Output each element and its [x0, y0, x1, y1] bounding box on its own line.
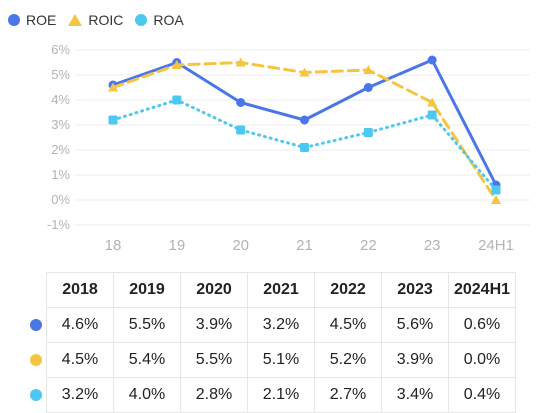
legend-label-roic: ROIC	[88, 12, 124, 28]
data-point-roic	[427, 97, 438, 107]
x-tick-label: 24H1	[478, 237, 514, 254]
table-header-cell: 2019	[113, 272, 181, 308]
table-header-row: 2018 2019 2020 2021 2022 2023 2024H1	[46, 272, 516, 308]
table-cell: 3.2%	[247, 307, 315, 343]
row-marker-cell	[30, 342, 47, 378]
table-cell: 0.6%	[448, 307, 516, 343]
table-header-cell: 2022	[314, 272, 382, 308]
table-header-cell: 2020	[180, 272, 248, 308]
table-header-cell: 2023	[381, 272, 449, 308]
data-point-roa	[236, 125, 246, 135]
table-cell: 5.6%	[381, 307, 449, 343]
data-table: 2018 2019 2020 2021 2022 2023 2024H1 4.6…	[30, 272, 516, 413]
y-tick-label: 2%	[51, 142, 70, 157]
x-tick-label: 19	[168, 237, 185, 254]
chart-legend: ROE ROIC ROA	[8, 10, 196, 30]
data-point-roa	[172, 95, 182, 105]
y-tick-label: 5%	[51, 67, 70, 82]
table-cell: 4.5%	[46, 342, 114, 378]
data-point-roe	[236, 98, 246, 107]
x-tick-label: 18	[105, 237, 122, 254]
data-point-roa	[427, 110, 437, 120]
data-point-roa	[363, 128, 373, 137]
series-dot-icon	[30, 389, 42, 401]
legend-item-roe[interactable]: ROE	[8, 12, 56, 28]
legend-item-roic[interactable]: ROIC	[68, 12, 123, 28]
table-cell: 3.2%	[46, 377, 114, 413]
table-cell: 0.4%	[448, 377, 516, 413]
x-tick-label: 23	[424, 237, 441, 254]
table-cell: 3.9%	[180, 307, 248, 343]
table-cell: 3.4%	[381, 377, 449, 413]
table-row: 4.6% 5.5% 3.9% 3.2% 4.5% 5.6% 0.6%	[30, 307, 516, 343]
x-tick-label: 21	[296, 237, 313, 254]
table-cell: 2.7%	[314, 377, 382, 413]
series-line-roic	[111, 61, 498, 202]
table-header-cell: 2018	[46, 272, 114, 308]
data-point-roa	[491, 185, 501, 195]
table-header-cell: 2021	[247, 272, 315, 308]
y-tick-label: 1%	[51, 167, 70, 182]
data-point-roic	[235, 57, 246, 67]
x-tick-label: 20	[232, 237, 249, 254]
legend-item-roa[interactable]: ROA	[135, 12, 184, 28]
data-point-roic	[491, 195, 501, 204]
y-tick-label: 6%	[51, 42, 70, 57]
y-tick-label: 3%	[51, 117, 70, 132]
row-marker-cell	[30, 307, 47, 343]
data-point-roe	[363, 83, 373, 92]
table-cell: 3.9%	[381, 342, 449, 378]
roic-legend-marker-icon	[68, 14, 83, 26]
table-cell: 5.1%	[247, 342, 315, 378]
table-cell: 2.8%	[180, 377, 248, 413]
data-point-roa	[300, 143, 309, 152]
table-row: 4.5% 5.4% 5.5% 5.1% 5.2% 3.9% 0.0%	[30, 342, 516, 378]
table-header-cell: 2024H1	[448, 272, 516, 308]
data-point-roic	[363, 65, 374, 74]
y-tick-label: 4%	[51, 92, 70, 107]
data-point-roic	[299, 67, 310, 77]
table-cell: 5.4%	[113, 342, 181, 378]
roa-legend-marker-icon	[135, 14, 148, 26]
y-tick-label: -1%	[47, 217, 71, 232]
table-cell: 0.0%	[448, 342, 516, 378]
row-marker-cell	[30, 377, 47, 413]
roe-legend-marker-icon	[8, 14, 20, 26]
series-dot-icon	[30, 354, 42, 366]
legend-label-roa: ROA	[153, 12, 184, 28]
data-point-roe	[300, 115, 309, 125]
table-cell: 5.5%	[180, 342, 248, 378]
table-row: 3.2% 4.0% 2.8% 2.1% 2.7% 3.4% 0.4%	[30, 377, 516, 413]
table-cell: 5.2%	[314, 342, 382, 378]
legend-label-roe: ROE	[26, 12, 57, 28]
table-cell: 4.5%	[314, 307, 382, 343]
table-cell: 4.0%	[113, 377, 181, 413]
table-cell: 2.1%	[247, 377, 315, 413]
y-tick-label: 0%	[51, 192, 70, 207]
data-point-roic	[108, 82, 118, 92]
line-chart: 6% 5% 4% 3% 2% 1% 0% -1% 18 19 20 21 22 23 24H1	[47, 42, 530, 254]
table-cell: 4.6%	[46, 307, 114, 343]
table-cell: 5.5%	[113, 307, 181, 343]
data-point-roa	[108, 115, 118, 125]
data-point-roe	[427, 55, 437, 65]
x-tick-label: 22	[360, 237, 377, 254]
series-dot-icon	[30, 319, 42, 331]
data-point-roic	[171, 60, 182, 69]
